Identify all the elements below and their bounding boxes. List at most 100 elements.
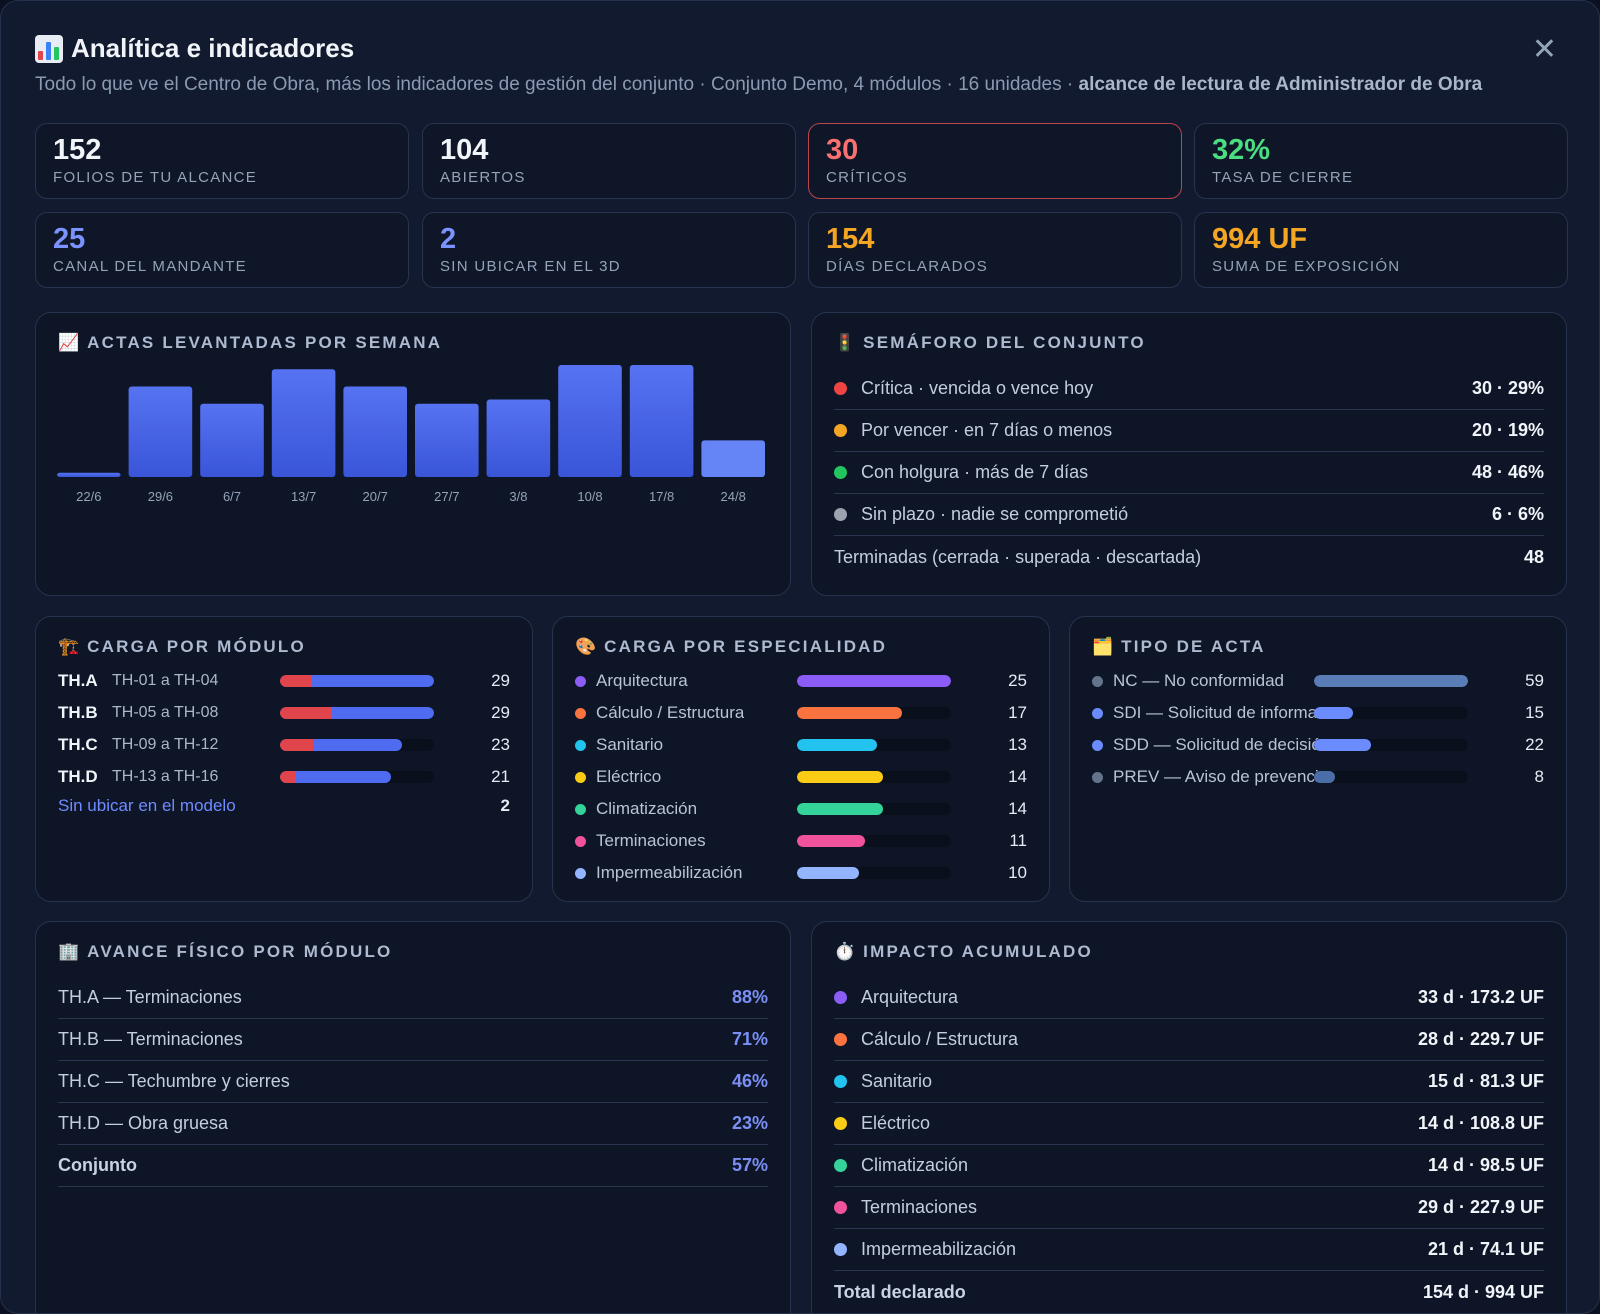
folder-icon: 🗂️ <box>1092 637 1114 656</box>
specialty-load-bar <box>797 835 865 847</box>
stat-card[interactable]: 32% Tasa de cierre <box>1194 123 1568 199</box>
unlocated-count: 2 <box>500 796 510 815</box>
physical-progress-title-text: Avance físico por módulo <box>87 942 393 961</box>
semaforo-row-no-deadline[interactable]: Sin plazo · nadie se comprometió 6 · 6% <box>834 494 1544 536</box>
row-value: 28 d · 229.7 UF <box>1417 1029 1544 1049</box>
progress-row[interactable]: TH.C — Techumbre y cierres 46% <box>58 1061 768 1103</box>
close-icon[interactable]: ✕ <box>1531 33 1557 66</box>
specialty-label: Cálculo / Estructura <box>596 703 745 722</box>
specialty-row[interactable]: Sanitario 13 <box>575 733 1027 757</box>
impact-row[interactable]: Terminaciones 29 d · 227.9 UF <box>834 1187 1544 1229</box>
impact-row-total[interactable]: Total declarado 154 d · 994 UF <box>834 1271 1544 1313</box>
stat-value: 2 <box>440 223 457 255</box>
chart-up-icon: 📈 <box>58 333 80 352</box>
row-value: 30 · 29% <box>1471 378 1544 398</box>
semaforo-row-due-soon[interactable]: Por vencer · en 7 días o menos 20 · 19% <box>834 410 1544 452</box>
chart-bar[interactable] <box>200 403 264 477</box>
chart-bar[interactable] <box>343 386 407 477</box>
module-row[interactable]: TH.B TH-05 a TH-08 29 <box>58 701 510 725</box>
acta-type-row[interactable]: SDD — Solicitud de decisión 22 <box>1092 733 1544 757</box>
module-count: 21 <box>491 767 510 786</box>
impact-row[interactable]: Climatización 14 d · 98.5 UF <box>834 1145 1544 1187</box>
stat-card[interactable]: 994 UF Suma de exposición <box>1194 212 1568 288</box>
acta-type-card: 🗂️ Tipo de acta NC — No conformidad 59 SDI … <box>1069 616 1567 902</box>
stat-card[interactable]: 152 Folios de tu alcance <box>35 123 409 199</box>
semaforo-row-finished[interactable]: Terminadas (cerrada · superada · descart… <box>834 536 1544 578</box>
specialty-row[interactable]: Climatización 14 <box>575 797 1027 821</box>
row-label: Crítica · vencida o vence hoy <box>861 378 1094 398</box>
specialty-load-track <box>797 771 951 783</box>
specialty-count: 17 <box>1008 703 1027 722</box>
acta-type-row[interactable]: PREV — Aviso de prevención 8 <box>1092 765 1544 789</box>
status-dot <box>834 382 847 395</box>
impact-row[interactable]: Arquitectura 33 d · 173.2 UF <box>834 977 1544 1019</box>
specialty-row[interactable]: Eléctrico 14 <box>575 765 1027 789</box>
module-code: TH.A <box>58 671 98 690</box>
module-row[interactable]: TH.D TH-13 a TH-16 21 <box>58 765 510 789</box>
semaforo-row-slack[interactable]: Con holgura · más de 7 días 48 · 46% <box>834 452 1544 494</box>
specialty-dot <box>834 1201 847 1214</box>
stat-card[interactable]: 25 Canal del mandante <box>35 212 409 288</box>
cumulative-impact-title: ⏱️ Impacto acumulado <box>834 942 1093 962</box>
semaforo-title-text: Semáforo del conjunto <box>863 333 1146 352</box>
module-load-card: 🏗️ Carga por módulo TH.A TH-01 a TH-04 29 TH… <box>35 616 533 902</box>
cumulative-impact-title-text: Impacto acumulado <box>863 942 1093 961</box>
stat-label: Críticos <box>826 169 909 186</box>
module-row[interactable]: TH.C TH-09 a TH-12 23 <box>58 733 510 757</box>
row-value: 71% <box>731 1029 768 1049</box>
specialty-load-bar <box>797 803 884 815</box>
stat-card[interactable]: 2 Sin ubicar en el 3D <box>422 212 796 288</box>
chart-bar[interactable] <box>629 365 694 477</box>
chart-bar[interactable] <box>57 472 121 477</box>
acta-type-row[interactable]: NC — No conformidad 59 <box>1092 669 1544 693</box>
progress-row[interactable]: TH.A — Terminaciones 88% <box>58 977 768 1019</box>
acta-type-row[interactable]: SDI — Solicitud de información 15 <box>1092 701 1544 725</box>
chart-bar[interactable] <box>558 365 622 477</box>
bar-chart-icon <box>35 34 63 63</box>
impact-row[interactable]: Impermeabilización 21 d · 74.1 UF <box>834 1229 1544 1271</box>
progress-row[interactable]: TH.B — Terminaciones 71% <box>58 1019 768 1061</box>
unlocated-link[interactable]: Sin ubicar en el modelo <box>58 796 236 815</box>
acta-type-dot <box>1092 771 1103 783</box>
specialty-load-track <box>797 867 951 879</box>
stat-label: Suma de exposición <box>1212 258 1401 275</box>
module-critical-bar <box>280 707 333 719</box>
module-code: TH.B <box>58 703 98 722</box>
impact-row[interactable]: Eléctrico 14 d · 108.8 UF <box>834 1103 1544 1145</box>
specialty-row[interactable]: Impermeabilización 10 <box>575 861 1027 885</box>
specialty-row[interactable]: Cálculo / Estructura 17 <box>575 701 1027 725</box>
specialty-load-bar <box>797 707 902 719</box>
chart-bar[interactable] <box>271 369 336 477</box>
chart-bar[interactable] <box>486 399 551 477</box>
specialty-count: 25 <box>1008 671 1027 690</box>
chart-x-tick-label: 29/6 <box>148 489 173 504</box>
stat-card[interactable]: 104 Abiertos <box>422 123 796 199</box>
row-label: TH.B — Terminaciones <box>58 1029 243 1049</box>
stat-card-critical[interactable]: 30 Críticos <box>808 123 1182 199</box>
specialty-load-bar <box>797 867 859 879</box>
progress-row-total[interactable]: Conjunto 57% <box>58 1145 768 1187</box>
acta-type-bar <box>1314 771 1335 783</box>
unlocated-row[interactable]: Sin ubicar en el modelo 2 <box>58 794 510 818</box>
stat-value: 30 <box>826 134 859 166</box>
stat-card[interactable]: 154 Días declarados <box>808 212 1182 288</box>
specialty-load-track <box>797 707 951 719</box>
acta-type-track <box>1314 707 1468 719</box>
acta-type-count: 59 <box>1525 671 1544 690</box>
semaforo-row-critical[interactable]: Crítica · vencida o vence hoy 30 · 29% <box>834 368 1544 410</box>
crane-icon: 🏗️ <box>58 637 80 656</box>
impact-row[interactable]: Cálculo / Estructura 28 d · 229.7 UF <box>834 1019 1544 1061</box>
physical-progress-title: 🏢 Avance físico por módulo <box>58 942 392 962</box>
chart-bar[interactable] <box>128 386 193 477</box>
chart-bar[interactable] <box>701 440 765 477</box>
module-critical-bar <box>280 675 311 687</box>
chart-bar[interactable] <box>415 403 479 477</box>
impact-row[interactable]: Sanitario 15 d · 81.3 UF <box>834 1061 1544 1103</box>
specialty-row[interactable]: Arquitectura 25 <box>575 669 1027 693</box>
module-row[interactable]: TH.A TH-01 a TH-04 29 <box>58 669 510 693</box>
acta-type-label: PREV — Aviso de prevención <box>1113 767 1321 786</box>
specialty-row[interactable]: Terminaciones 11 <box>575 829 1027 853</box>
specialty-dot <box>575 771 586 783</box>
specialty-count: 10 <box>1008 863 1027 882</box>
progress-row[interactable]: TH.D — Obra gruesa 23% <box>58 1103 768 1145</box>
